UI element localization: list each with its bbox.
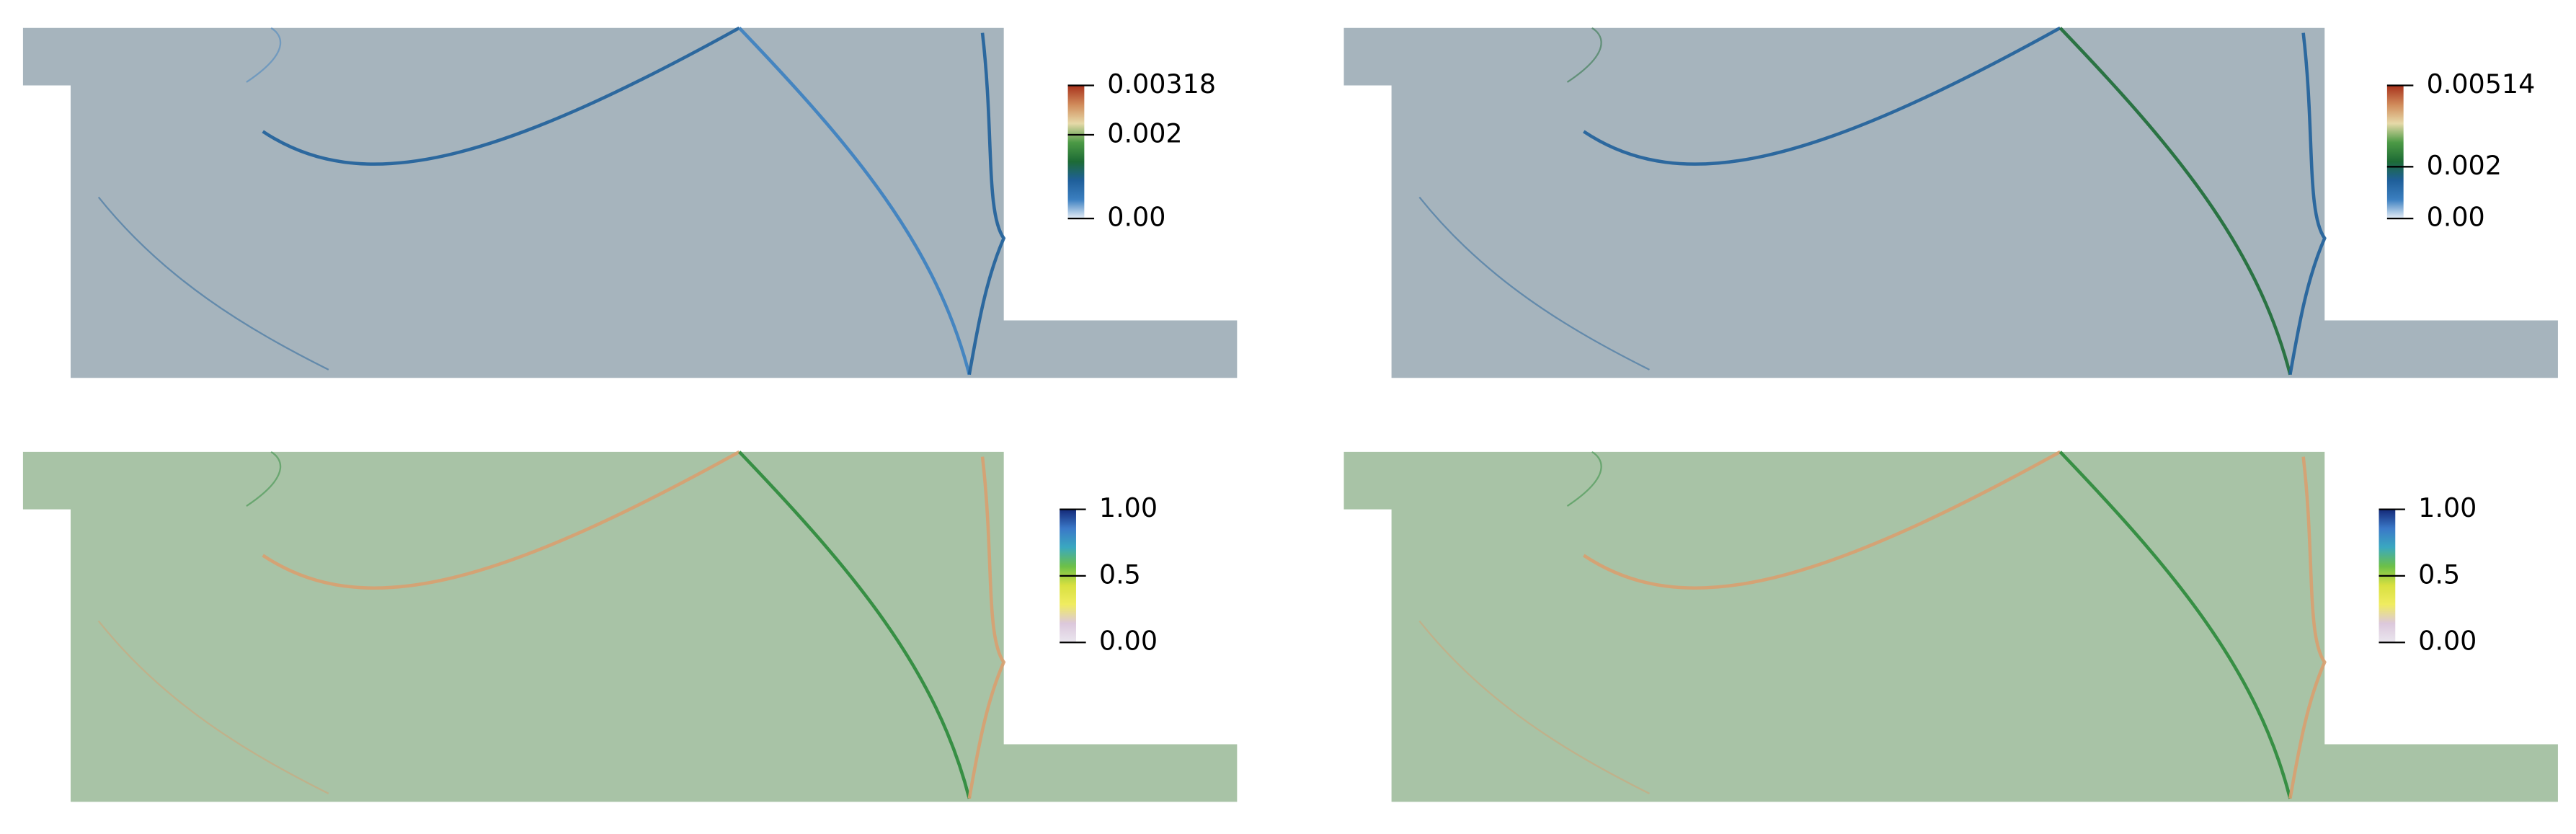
colorbar-tick-label: 0.00 xyxy=(1099,626,1158,657)
shock-front xyxy=(97,196,329,371)
colorbar-tick-label: 1.00 xyxy=(2418,492,2477,523)
shock-front xyxy=(246,451,282,507)
shock-front xyxy=(738,27,972,376)
colorbar-tick-label: 0.00 xyxy=(1107,202,1165,233)
colorbar-tick-label: 0.5 xyxy=(2418,559,2460,590)
shock-front xyxy=(967,32,1006,376)
colorbar-tick-label: 0.00 xyxy=(2427,202,2485,233)
field-domain xyxy=(1343,451,2558,802)
shock-front xyxy=(1583,26,2061,166)
shock-front xyxy=(262,26,740,166)
colorbar-tick-label: 0.00514 xyxy=(2427,68,2536,99)
colorbar-tick-label: 1.00 xyxy=(1099,492,1158,523)
shock-front xyxy=(1418,620,1650,794)
colorbar-tick-label: 0.00 xyxy=(2418,626,2477,657)
shock-front xyxy=(1418,196,1650,371)
colorbar-tick-label: 0.5 xyxy=(1099,559,1141,590)
field-domain xyxy=(22,27,1238,378)
shock-front xyxy=(2058,27,2292,376)
shock-front xyxy=(1583,450,2061,590)
field-domain xyxy=(22,451,1238,802)
shock-front xyxy=(1566,451,1602,507)
shock-front xyxy=(97,620,329,794)
colorbar xyxy=(1067,85,1085,219)
panel: 0.00514 0.002 0.00 xyxy=(1343,26,2558,378)
colorbar-tick-label: 0.00318 xyxy=(1107,68,1216,99)
shock-front xyxy=(2288,32,2327,376)
field-domain xyxy=(1343,27,2558,378)
colorbar-tick-label: 0.002 xyxy=(2427,150,2502,181)
colorbar xyxy=(2386,85,2404,219)
shock-front xyxy=(967,456,1006,799)
shock-front xyxy=(246,27,282,83)
shock-front xyxy=(2288,456,2327,799)
shock-front xyxy=(2058,451,2292,799)
panel: 1.00 0.5 0.00 xyxy=(1343,450,2558,802)
colorbar-tick-label: 0.002 xyxy=(1107,118,1182,149)
panel: 1.00 0.5 0.00 xyxy=(22,450,1238,802)
shock-front xyxy=(1566,27,1602,83)
panel: 0.00318 0.002 0.00 xyxy=(22,26,1238,378)
shock-front xyxy=(738,451,972,799)
shock-front xyxy=(262,450,740,590)
